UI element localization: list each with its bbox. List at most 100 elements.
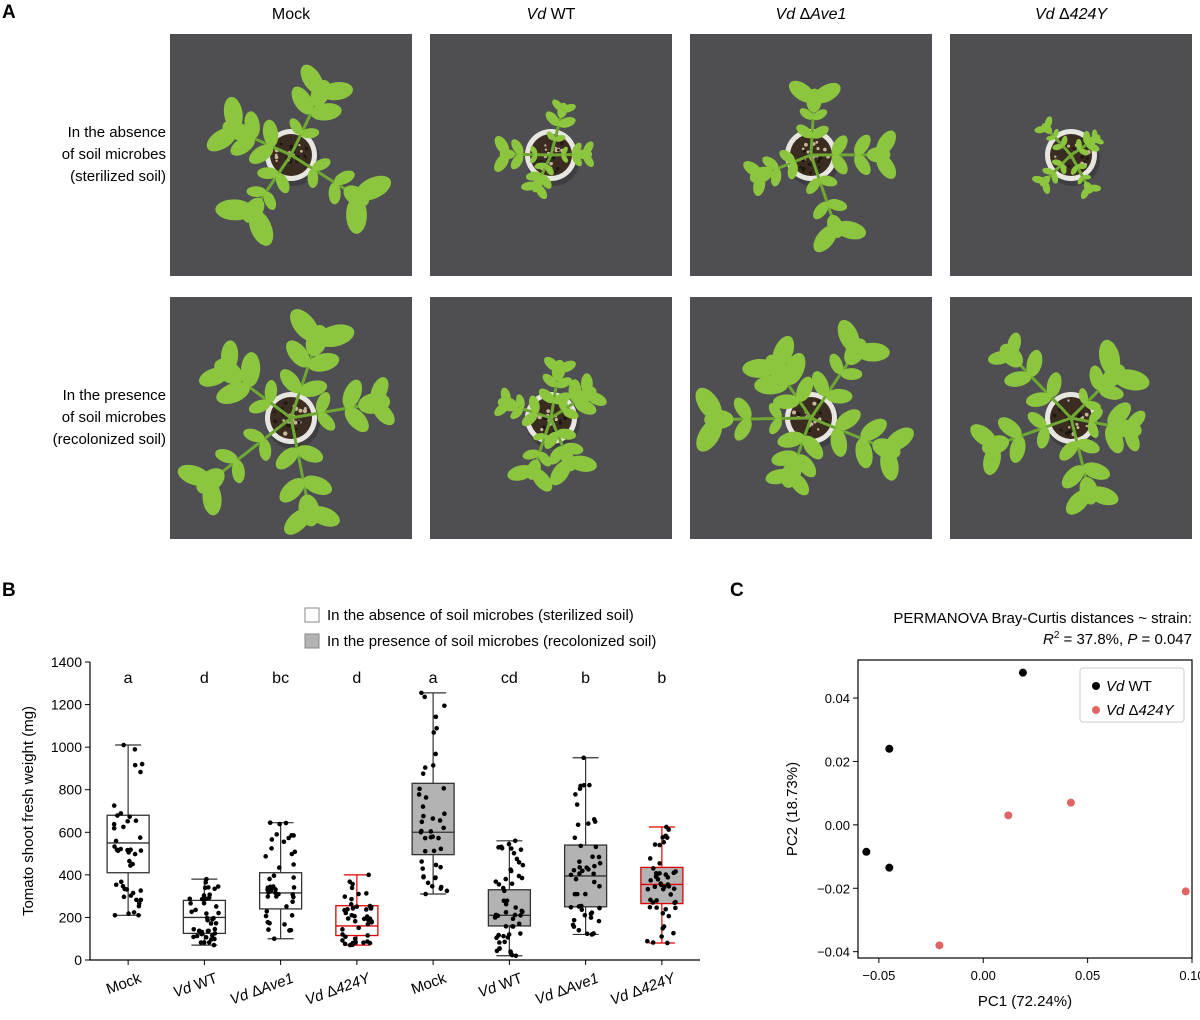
significance-letter: b <box>657 670 666 687</box>
x-tick-label: 0.10 <box>1179 968 1200 983</box>
data-point <box>203 896 209 902</box>
plant-photo <box>430 297 672 539</box>
data-point <box>263 854 268 859</box>
box-group <box>640 824 684 946</box>
data-point <box>437 818 443 823</box>
data-point <box>501 933 506 939</box>
data-point <box>212 886 217 892</box>
data-point <box>365 917 371 923</box>
data-point <box>429 883 435 889</box>
data-point <box>139 761 145 767</box>
data-point <box>584 931 590 937</box>
data-point <box>665 875 671 880</box>
data-point <box>281 839 287 845</box>
data-point <box>654 898 659 903</box>
data-point <box>578 843 584 849</box>
data-point <box>277 821 282 827</box>
data-point <box>430 816 436 821</box>
data-point <box>425 880 431 886</box>
data-point <box>652 842 658 847</box>
plant-photo <box>430 34 672 276</box>
data-point <box>206 885 211 890</box>
data-point <box>291 885 297 890</box>
data-point <box>434 725 439 731</box>
data-point <box>505 935 511 940</box>
data-point <box>112 912 118 918</box>
panel-c-letter: C <box>730 580 744 601</box>
box-group <box>258 820 303 942</box>
data-point <box>136 913 141 918</box>
data-point <box>438 884 444 890</box>
data-point <box>647 904 653 910</box>
data-point <box>420 771 426 776</box>
data-point <box>274 894 279 899</box>
data-point <box>433 875 438 880</box>
data-point <box>289 833 294 838</box>
data-point <box>134 897 139 903</box>
plant-photo <box>170 297 412 539</box>
data-point <box>650 866 656 871</box>
x-tick-label: Vd Δ424Y <box>608 969 678 1008</box>
data-point <box>354 904 360 909</box>
data-point <box>342 894 348 899</box>
data-point <box>596 918 602 924</box>
data-point <box>368 904 374 910</box>
data-point <box>113 882 119 888</box>
data-point <box>111 803 117 808</box>
data-point <box>420 804 426 809</box>
data-point <box>115 813 120 818</box>
data-point <box>518 913 523 918</box>
plant-photo <box>950 297 1192 539</box>
data-point <box>648 897 653 903</box>
data-point <box>442 811 447 817</box>
data-point <box>267 876 272 882</box>
data-point <box>367 940 373 946</box>
data-point <box>289 913 295 918</box>
data-point <box>654 905 659 910</box>
y-tick-label: 1400 <box>51 654 82 670</box>
x-tick-label: 0.05 <box>1075 968 1100 983</box>
data-point <box>264 909 270 914</box>
data-point <box>213 904 219 909</box>
data-point <box>496 882 502 887</box>
data-point <box>573 792 578 797</box>
column-header-mock: Mock <box>271 6 311 23</box>
column-header-vd-wt: Vd WT <box>526 6 576 23</box>
data-point <box>361 940 366 945</box>
data-point <box>520 909 525 914</box>
legend-label: Vd WT <box>1106 678 1152 695</box>
data-point <box>340 938 345 943</box>
y-tick-label: −0.04 <box>817 945 850 960</box>
data-point <box>422 765 428 770</box>
data-point <box>137 835 143 840</box>
data-point <box>349 885 355 891</box>
data-point <box>193 907 198 913</box>
data-point <box>671 886 677 891</box>
significance-letter: b <box>581 670 590 687</box>
data-point <box>209 933 215 938</box>
data-point <box>430 834 435 839</box>
data-point <box>115 848 121 854</box>
data-point <box>433 862 439 868</box>
data-point <box>568 904 574 910</box>
data-point <box>584 865 589 870</box>
data-point <box>215 884 221 889</box>
row-label-sterilized: In the absence of soil microbes (sterili… <box>61 124 166 185</box>
data-point <box>516 860 522 865</box>
legend-marker <box>1092 706 1100 714</box>
data-point <box>418 829 424 835</box>
data-point <box>431 730 437 735</box>
x-tick-label: Mock <box>409 970 449 998</box>
data-point <box>287 928 292 933</box>
data-point <box>661 886 666 892</box>
data-point <box>419 859 424 864</box>
data-point <box>348 902 354 907</box>
x-tick-label: Vd WT <box>476 970 525 1002</box>
data-point <box>361 916 367 922</box>
scatter-point <box>885 744 894 753</box>
data-point <box>350 881 355 887</box>
data-point <box>442 703 447 709</box>
scatter-point <box>862 847 871 856</box>
data-point <box>648 878 653 883</box>
data-point <box>350 940 356 946</box>
